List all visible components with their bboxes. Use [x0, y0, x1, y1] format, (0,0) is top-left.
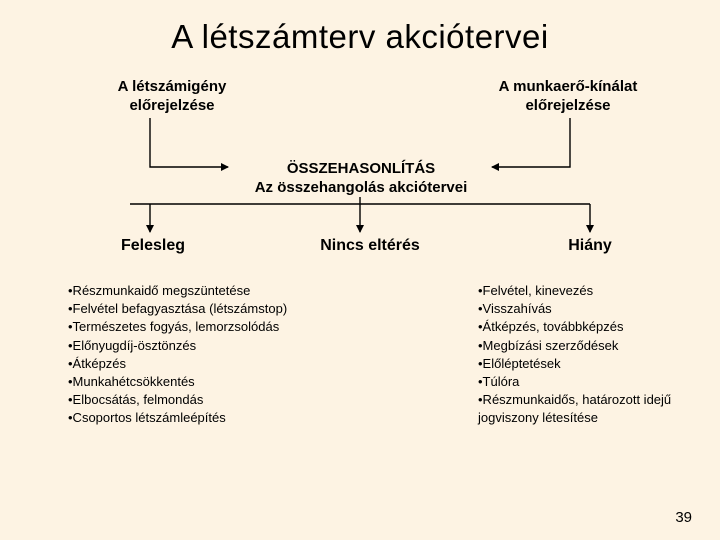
text: ÖSSZEHASONLÍTÁS — [287, 160, 435, 177]
bullet-item: •Átképzés — [68, 355, 288, 373]
slide-title: A létszámterv akciótervei — [0, 18, 720, 56]
slide-bg: A létszámterv akciótervei A létszámigény… — [0, 0, 720, 540]
bullet-item: •Felvétel befagyasztása (létszámstop) — [68, 300, 288, 318]
page-number: 39 — [675, 509, 692, 526]
label-letszamigeny: A létszámigény előrejelzése — [92, 78, 252, 116]
bullet-item: •Természetes fogyás, lemorzsolódás — [68, 318, 288, 336]
text: Az összehangolás akciótervei — [255, 179, 468, 196]
bullet-item: •Csoportos létszámleépítés — [68, 409, 288, 427]
text: előrejelzése — [129, 97, 214, 114]
label-munkaero-kinalat: A munkaerő-kínálat előrejelzése — [478, 78, 658, 116]
bullet-item: •Munkahétcsökkentés — [68, 373, 288, 391]
bullet-item: •Előnyugdíj-ösztönzés — [68, 337, 288, 355]
bullet-item: •Átképzés, továbbképzés — [478, 318, 698, 336]
label-osszehasonlitas: ÖSSZEHASONLÍTÁS Az összehangolás akcióte… — [216, 160, 506, 198]
bullet-item: •Visszahívás — [478, 300, 698, 318]
text: A munkaerő-kínálat — [499, 78, 638, 95]
text: előrejelzése — [525, 97, 610, 114]
label-nincs-elteres: Nincs eltérés — [300, 236, 440, 256]
bullet-item: •Részmunkaidő megszüntetése — [68, 282, 288, 300]
bullets-felesleg: •Részmunkaidő megszüntetése•Felvétel bef… — [68, 282, 288, 428]
label-hiany: Hiány — [530, 236, 650, 256]
bullet-item: •Elbocsátás, felmondás — [68, 391, 288, 409]
label-felesleg: Felesleg — [88, 236, 218, 256]
bullet-item: •Előléptetések — [478, 355, 698, 373]
bullet-item: •Megbízási szerződések — [478, 337, 698, 355]
bullet-item: •Felvétel, kinevezés — [478, 282, 698, 300]
bullet-item: •Részmunkaidős, határozott idejű jogvisz… — [478, 391, 698, 427]
bullets-hiany: •Felvétel, kinevezés•Visszahívás•Átképzé… — [478, 282, 698, 428]
text: A létszámigény — [118, 78, 227, 95]
bullet-item: •Túlóra — [478, 373, 698, 391]
